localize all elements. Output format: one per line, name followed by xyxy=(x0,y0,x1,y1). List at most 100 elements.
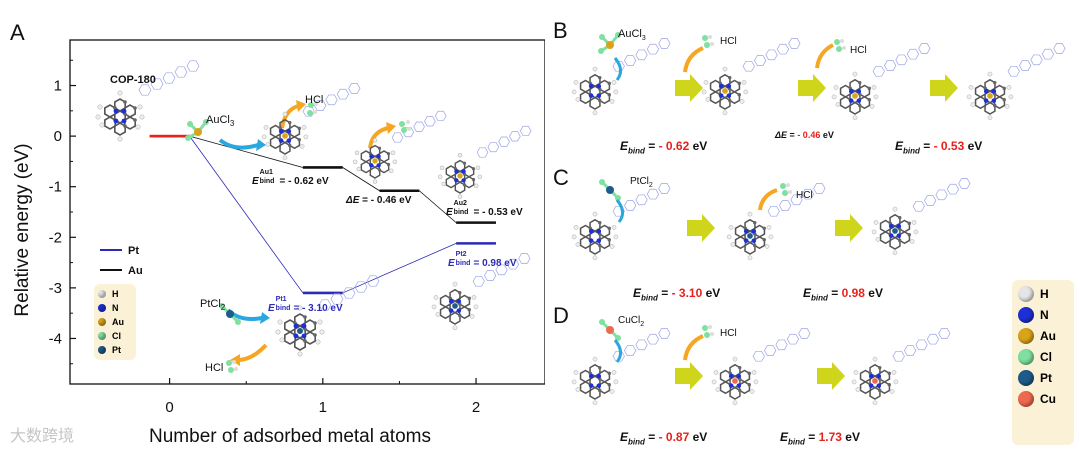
d-mol-3 xyxy=(851,328,951,406)
watermark: 大数跨境 xyxy=(10,428,75,445)
atom-ball-icon xyxy=(1018,370,1034,386)
hcl-label-a1: HCl xyxy=(305,94,324,106)
atom-legend-small: H N Au Cl Pt xyxy=(94,284,136,360)
y-tick-label: -4 xyxy=(49,330,62,347)
d-adsorb-arrow xyxy=(613,339,622,363)
hcl-label-a2: HCl xyxy=(205,362,224,374)
atom-ball-icon xyxy=(98,318,106,326)
reaction-schemes xyxy=(571,32,1066,406)
legend-small-label: Pt xyxy=(112,345,121,355)
legend-row-cl: Cl xyxy=(1018,349,1068,365)
legend-label: Cl xyxy=(1040,350,1052,364)
block-arrow-b1 xyxy=(675,74,703,102)
c-mol-3 xyxy=(871,178,971,256)
b-release-arrow-2 xyxy=(815,43,834,69)
b-mol-2 xyxy=(701,38,801,116)
release-arrow-au2 xyxy=(368,126,389,149)
reagent-mini xyxy=(598,32,621,54)
x-tick-label: 1 xyxy=(319,399,327,416)
legend-small-label: H xyxy=(112,289,119,299)
d-ebind-1: Ebind = - 0.87 eV xyxy=(620,430,708,447)
hcl-mini xyxy=(834,39,846,52)
c-hcl-label: HCl xyxy=(796,190,813,201)
cop180-label: COP-180 xyxy=(110,74,156,86)
atom-ball-icon xyxy=(98,290,106,298)
x-tick-label: 2 xyxy=(472,399,480,416)
atom-ball-icon xyxy=(98,304,106,312)
x-axis-label: Number of adsorbed metal atoms xyxy=(149,426,431,447)
block-arrow-b2 xyxy=(798,74,826,102)
atom-legend: H N Au Cl Pt Cu xyxy=(1012,280,1074,445)
atom-ball-icon xyxy=(1018,286,1034,302)
legend-small-row-n: N xyxy=(98,301,132,315)
legend-row-cu: Cu xyxy=(1018,391,1068,407)
hcl-mini xyxy=(780,183,792,196)
b-mol-3 xyxy=(831,43,931,121)
legend-row-au: Au xyxy=(1018,328,1068,344)
chart-series xyxy=(149,134,496,295)
b-hcl-label-1: HCl xyxy=(720,36,737,47)
atom-ball-icon xyxy=(1018,349,1034,365)
ptcl2-label: PtCl2 xyxy=(200,298,226,313)
release-arrow-hcl1 xyxy=(280,104,299,129)
energy-diagram: 1 0 -1 -2 -3 -4 0 1 2 Relative energy (eV) Numbe… xyxy=(12,39,545,447)
d-ebind-2: Ebind = 1.73 eV xyxy=(780,430,860,447)
chart-axes: 1 0 -1 -2 -3 -4 0 1 2 xyxy=(49,39,545,416)
b-mol-1 xyxy=(571,38,671,116)
de-label: ΔE = - 0.46 eV xyxy=(346,195,412,206)
au1-energy-label: E Au1 bind = - 0.62 eV xyxy=(252,169,329,187)
legend-label: Cu xyxy=(1040,392,1056,406)
atom-ball-icon xyxy=(98,346,106,354)
pt2-energy-label: E Pt2 bind = 0.98 eV xyxy=(448,251,517,269)
block-arrow-d1 xyxy=(675,362,703,390)
au-connector xyxy=(419,190,457,223)
adsorb-arrow-au xyxy=(218,138,259,150)
legend-pt-label: Pt xyxy=(128,245,139,257)
b-ebind-2: Ebind = - 0.53 eV xyxy=(895,139,983,156)
pt-connector xyxy=(342,242,457,294)
molecule-au2 xyxy=(437,125,532,199)
panel-letter-d: D xyxy=(553,303,569,328)
hcl-molecule-2 xyxy=(399,120,411,133)
atom-ball-icon xyxy=(1018,391,1034,407)
b-reagent-label: AuCl3 xyxy=(618,28,646,43)
b-release-arrow-1 xyxy=(683,46,704,73)
d-mol-2 xyxy=(711,328,811,406)
panel-letter-c: C xyxy=(553,165,569,190)
y-tick-label: -2 xyxy=(49,229,62,246)
b-hcl-label-2: HCl xyxy=(850,45,867,56)
y-tick-label: -3 xyxy=(49,280,62,297)
hcl-molecule-1 xyxy=(307,102,318,116)
legend-label: Pt xyxy=(1040,371,1052,385)
y-axis-label: Relative energy (eV) xyxy=(12,143,33,316)
hcl-mini xyxy=(702,35,714,48)
c-adsorb-arrow xyxy=(615,199,624,223)
atom-ball-icon xyxy=(1018,307,1034,323)
atom-ball-icon xyxy=(1018,328,1034,344)
legend-label: N xyxy=(1040,308,1049,322)
aucl3-label: AuCl3 xyxy=(206,114,235,129)
c-release-arrow xyxy=(758,188,778,211)
molecule-au-transition xyxy=(352,110,447,184)
hcl-mini xyxy=(702,325,714,338)
b-de: ΔE = - 0.46 eV xyxy=(775,130,834,140)
au-connector xyxy=(189,135,304,168)
d-release-arrow xyxy=(683,334,704,361)
panel-letter-a: A xyxy=(10,20,25,45)
legend-row-n: N xyxy=(1018,307,1068,323)
legend-small-row-au: Au xyxy=(98,315,132,329)
block-arrow-d2 xyxy=(817,362,845,390)
au2-energy-label: E Au2 bind = - 0.53 eV xyxy=(446,200,523,218)
legend-au-label: Au xyxy=(128,265,143,277)
b-adsorb-arrow xyxy=(613,57,622,81)
d-hcl-label: HCl xyxy=(720,328,737,339)
legend-small-row-h: H xyxy=(98,287,132,301)
release-arrow-hcl2 xyxy=(237,343,268,362)
x-tick-label: 0 xyxy=(165,399,173,416)
y-tick-label: 0 xyxy=(54,128,62,145)
reagent-mini xyxy=(599,319,621,341)
legend-label: H xyxy=(1040,287,1049,301)
c-ebind-2: Ebind = 0.98 eV xyxy=(803,286,883,303)
legend-small-label: Au xyxy=(112,317,124,327)
molecule-pt1 xyxy=(275,275,380,357)
